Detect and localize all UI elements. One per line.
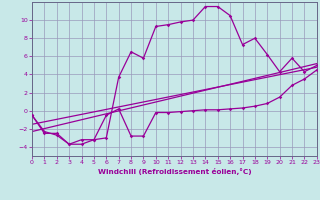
X-axis label: Windchill (Refroidissement éolien,°C): Windchill (Refroidissement éolien,°C) — [98, 168, 251, 175]
